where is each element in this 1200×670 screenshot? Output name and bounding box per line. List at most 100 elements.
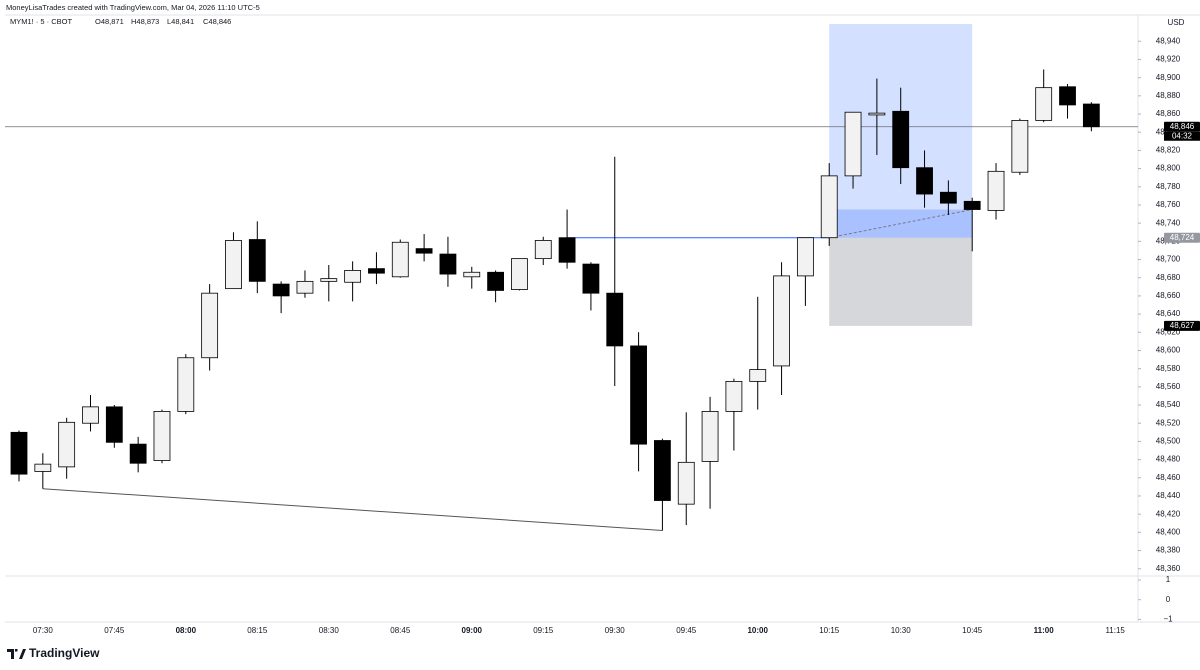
candle-body <box>582 263 600 294</box>
y-tick-label: 48,700 <box>1156 255 1181 264</box>
y-tick-label: 48,820 <box>1156 146 1181 155</box>
candle-body <box>177 357 195 412</box>
candle-body <box>725 380 743 412</box>
candle-body <box>225 240 242 290</box>
candle-body <box>654 440 671 501</box>
candle-body <box>105 406 123 443</box>
candle-body <box>248 239 266 282</box>
logo-icon <box>7 649 26 659</box>
x-tick-label: 11:00 <box>1034 626 1055 635</box>
x-tick-label: 08:00 <box>176 626 197 635</box>
ohlc-value: C48,846 <box>203 17 231 26</box>
price-label: 48,846 <box>1170 122 1195 131</box>
y-tick-label: 48,880 <box>1156 91 1181 100</box>
candle-body <box>368 268 385 274</box>
candle-body <box>82 406 99 424</box>
x-tick-label: 11:15 <box>1105 626 1125 635</box>
candle-body <box>606 292 624 347</box>
y-tick-label: 48,540 <box>1156 400 1181 409</box>
candle-body <box>844 111 862 177</box>
candle-body <box>344 270 362 283</box>
y-tick-label: 48,360 <box>1156 564 1181 573</box>
position-stop <box>829 237 973 326</box>
indicator-tick-label: −1 <box>1163 615 1173 624</box>
price-label-bg <box>1164 121 1200 132</box>
y-tick-label: 48,760 <box>1156 200 1181 209</box>
y-tick-label: 48,380 <box>1156 546 1181 555</box>
candle-body <box>439 253 457 275</box>
x-tick-label: 10:45 <box>962 626 983 635</box>
ohlc-value: O48,871 <box>95 17 124 26</box>
stop-label-bg <box>1164 320 1200 331</box>
trendline <box>42 488 663 532</box>
y-tick-label: 48,480 <box>1156 455 1181 464</box>
candle-body <box>892 110 910 169</box>
candle-body <box>463 271 481 278</box>
candle-body <box>963 200 981 210</box>
candle-body <box>320 278 338 282</box>
y-tick-label: 48,900 <box>1156 73 1181 82</box>
y-tick-label: 48,800 <box>1156 164 1181 173</box>
candle-body <box>558 237 576 263</box>
candle-body <box>10 431 28 475</box>
x-tick-label: 07:45 <box>104 626 125 635</box>
candle-body <box>415 248 433 254</box>
candle-body <box>34 463 52 472</box>
ohlc-value: H48,873 <box>131 17 159 26</box>
stop-label: 48,627 <box>1170 321 1195 330</box>
candle-body <box>153 411 171 461</box>
x-tick-label: 08:45 <box>390 626 411 635</box>
countdown-bg <box>1164 131 1200 141</box>
candle-body <box>1011 119 1029 173</box>
x-tick-label: 09:15 <box>533 626 554 635</box>
candle-body <box>796 237 814 277</box>
candle-body <box>868 112 886 116</box>
y-tick-label: 48,400 <box>1156 527 1181 536</box>
candle-body <box>272 283 290 297</box>
x-tick-label: 08:30 <box>319 626 340 635</box>
y-tick-label: 48,660 <box>1156 291 1181 300</box>
entry-label: 48,724 <box>1170 233 1195 242</box>
y-tick-label: 48,460 <box>1156 473 1181 482</box>
candle-body <box>201 292 219 359</box>
y-tick-label: 48,680 <box>1156 273 1181 282</box>
y-tick-label: 48,920 <box>1156 55 1181 64</box>
candle-body <box>749 369 767 382</box>
candle-body <box>630 345 647 445</box>
x-tick-label: 07:30 <box>33 626 54 635</box>
y-tick-label: 48,780 <box>1156 182 1181 191</box>
candle-body <box>296 280 314 294</box>
y-tick-label: 48,580 <box>1156 364 1181 373</box>
candle-body <box>939 191 957 204</box>
candle-body <box>391 241 409 278</box>
currency: USD <box>1168 18 1185 27</box>
candle-body <box>534 240 552 260</box>
countdown: 04:32 <box>1172 131 1193 140</box>
y-tick-label: 48,940 <box>1156 36 1181 45</box>
x-tick-label: 10:15 <box>819 626 840 635</box>
x-tick-label: 10:00 <box>747 626 768 635</box>
indicator-tick-label: 0 <box>1166 595 1171 604</box>
y-tick-label: 48,420 <box>1156 509 1181 518</box>
candle-body <box>1059 86 1076 106</box>
logo <box>7 649 26 659</box>
candle-body <box>773 275 790 367</box>
y-tick-label: 48,520 <box>1156 418 1181 427</box>
entry-label-bg <box>1164 232 1200 243</box>
candle-body <box>129 443 147 464</box>
attribution: MoneyLisaTrades created with TradingView… <box>6 3 260 12</box>
y-tick-label: 48,640 <box>1156 309 1181 318</box>
candle-body <box>677 461 695 505</box>
x-tick-label: 09:45 <box>676 626 697 635</box>
x-tick-label: 09:30 <box>605 626 626 635</box>
logo-text: TradingView <box>29 646 100 660</box>
candle-body <box>58 421 76 468</box>
x-tick-label: 09:00 <box>462 626 483 635</box>
y-tick-label: 48,860 <box>1156 109 1181 118</box>
y-tick-label: 48,600 <box>1156 346 1181 355</box>
candle-body <box>1082 103 1100 128</box>
candle-body <box>820 175 838 239</box>
candle-body <box>511 258 528 290</box>
candle-body <box>916 167 933 195</box>
